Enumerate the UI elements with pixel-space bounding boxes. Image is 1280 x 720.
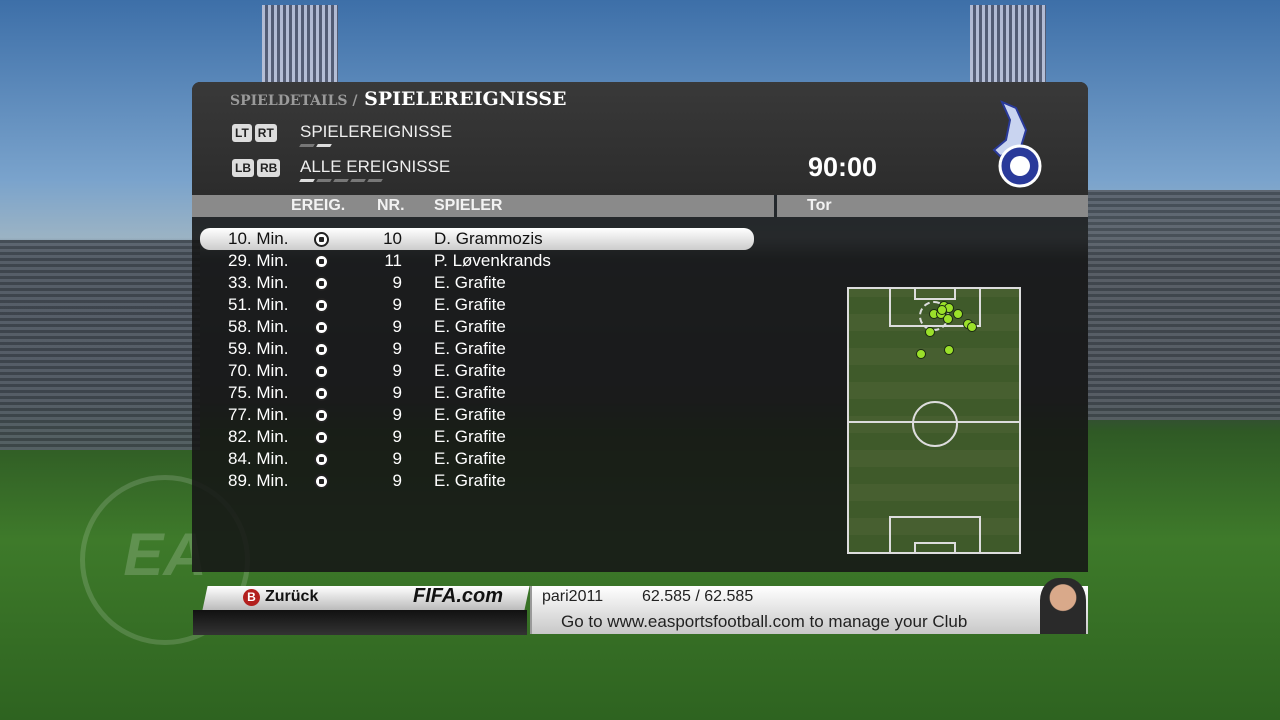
player-name: D. Grammozis [434,229,543,248]
table-row[interactable]: 33. Min. 9 E. Grafite [192,272,762,294]
column-header-number: NR. [377,197,405,214]
table-row[interactable]: 77. Min. 9 E. Grafite [192,404,762,426]
goal-dot [925,327,935,337]
goal-area [914,287,956,300]
event-minute: 29. Min. [228,251,289,270]
page-indicator [299,144,332,147]
tab-label: SPIELEREIGNISSE [300,122,453,141]
username: pari2011 [542,588,604,605]
table-row[interactable]: 84. Min. 9 E. Grafite [192,448,762,470]
fifa-com-logo: FIFA.com [413,585,504,607]
map-header-label: Tor [807,197,832,214]
event-minute: 51. Min. [228,295,289,314]
player-name: E. Grafite [434,449,506,468]
table-row[interactable]: 58. Min. 9 E. Grafite [192,316,762,338]
player-name: P. Løvenkrands [434,251,551,270]
match-events-panel: SPIELDETAILS / SPIELEREIGNISSE LT RT SPIE… [192,82,1088,572]
player-name: E. Grafite [434,405,506,424]
table-row[interactable]: 75. Min. 9 E. Grafite [192,382,762,404]
back-button[interactable]: B Zurück [243,588,318,606]
center-circle [912,401,958,447]
player-number: 9 [392,339,402,358]
player-name: E. Grafite [434,361,506,380]
goal-dot [916,349,926,359]
player-number: 9 [392,471,402,490]
goal-area [914,542,956,554]
player-name: E. Grafite [434,471,506,490]
breadcrumb: SPIELDETAILS / SPIELEREIGNISSE [230,88,567,110]
goal-dot [943,314,953,324]
user-info-bar: pari2011 62.585 / 62.585 Go to www.easpo… [530,578,1088,634]
back-label: Zurück [265,588,319,605]
player-name: E. Grafite [434,317,506,336]
table-row[interactable]: 10. Min. 10 D. Grammozis [200,228,754,250]
player-number: 9 [392,317,402,336]
event-minute: 89. Min. [228,471,289,490]
tab-label: ALLE EREIGNISSE [300,157,451,176]
player-number: 9 [392,273,402,292]
b-button-icon: B [243,588,260,606]
floodlight [262,5,338,85]
stadium-stand-left [0,240,200,450]
rb-button-icon[interactable]: RB [257,159,281,177]
player-name: E. Grafite [434,273,506,292]
user-points: 62.585 / 62.585 [642,588,754,605]
event-minute: 70. Min. [228,361,289,380]
title-bar: SPIELDETAILS / SPIELEREIGNISSE LT RT SPIE… [192,82,1088,195]
event-minute: 10. Min. [228,229,289,248]
match-time: 90:00 [808,152,878,182]
player-name: E. Grafite [434,383,506,402]
player-number: 9 [392,361,402,380]
event-minute: 58. Min. [228,317,289,336]
player-number: 9 [392,295,402,314]
table-row[interactable]: 51. Min. 9 E. Grafite [192,294,762,316]
goal-dot [967,322,977,332]
player-name: E. Grafite [434,295,506,314]
map-header: Tor [777,195,1088,217]
lb-button-icon[interactable]: LB [232,159,254,177]
rt-button-icon[interactable]: RT [254,124,277,142]
goal-dot [953,309,963,319]
table-header: EREIG. NR. SPIELER [192,195,774,217]
player-name: E. Grafite [434,339,506,358]
user-avatar [1040,578,1086,634]
event-minute: 33. Min. [228,273,289,292]
player-number: 10 [383,229,402,248]
column-header-event: EREIG. [291,197,346,214]
page-title: SPIELEREIGNISSE [364,88,567,110]
table-row[interactable]: 70. Min. 9 E. Grafite [192,360,762,382]
breadcrumb-parent[interactable]: SPIELDETAILS / [230,93,358,109]
back-bar-shadow [193,610,527,635]
events-list: 10. Min. 10 D. Grammozis 29. Min. 11 P. L… [192,228,762,492]
player-number: 9 [392,405,402,424]
player-number: 11 [384,251,402,270]
club-crest-icon [992,100,1042,188]
player-number: 9 [392,427,402,446]
lt-button-icon[interactable]: LT [232,124,252,142]
player-number: 9 [392,449,402,468]
event-minute: 77. Min. [228,405,289,424]
tab-selector-filter[interactable]: LB RB ALLE EREIGNISSE [232,157,450,182]
stadium-stand-right [1088,190,1280,420]
goal-location-pitch [847,287,1021,554]
table-row[interactable]: 59. Min. 9 E. Grafite [192,338,762,360]
event-minute: 84. Min. [228,449,289,468]
table-row[interactable]: 89. Min. 9 E. Grafite [192,470,762,492]
tab-selector-category[interactable]: LT RT SPIELEREIGNISSE [232,122,452,147]
goal-dot [937,305,947,315]
player-name: E. Grafite [434,427,506,446]
column-header-player: SPIELER [434,197,503,214]
event-minute: 82. Min. [228,427,289,446]
club-message: Go to www.easportsfootball.com to manage… [561,612,968,631]
event-minute: 59. Min. [228,339,289,358]
table-row[interactable]: 29. Min. 11 P. Løvenkrands [192,250,762,272]
event-minute: 75. Min. [228,383,289,402]
floodlight [970,5,1046,85]
goal-dot [944,345,954,355]
page-indicator [299,179,383,182]
table-row[interactable]: 82. Min. 9 E. Grafite [192,426,762,448]
player-number: 9 [392,383,402,402]
